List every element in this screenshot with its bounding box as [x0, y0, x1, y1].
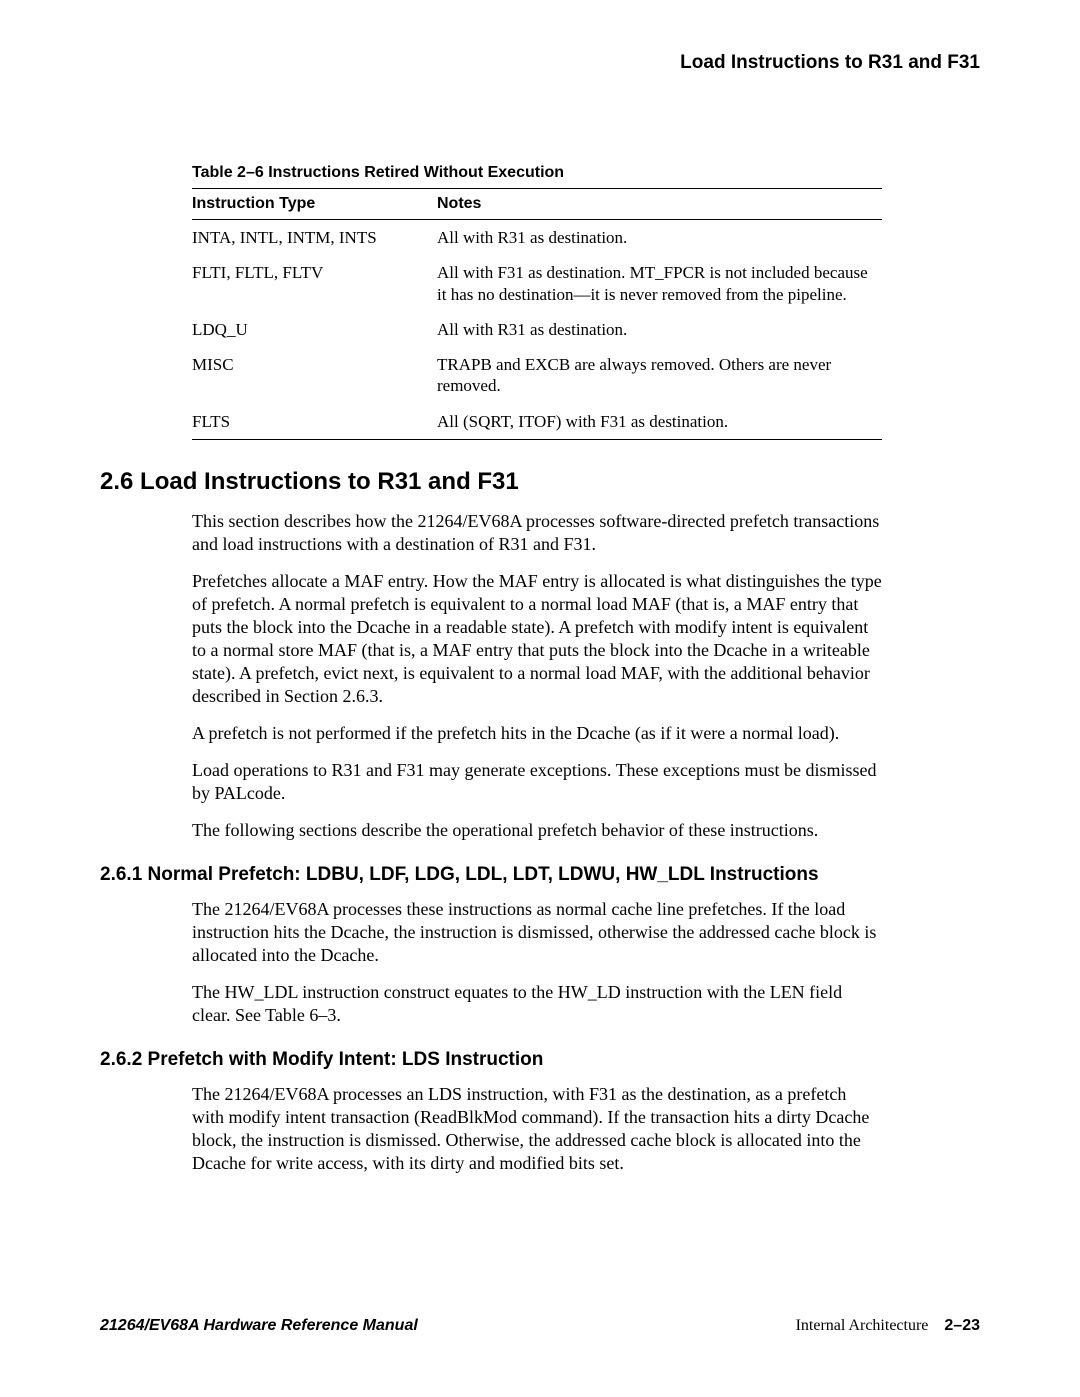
- table-row: INTA, INTL, INTM, INTS All with R31 as d…: [192, 220, 882, 256]
- table-row: FLTS All (SQRT, ITOF) with F31 as destin…: [192, 404, 882, 440]
- table-cell: All (SQRT, ITOF) with F31 as destination…: [437, 404, 882, 440]
- table-caption: Table 2–6 Instructions Retired Without E…: [192, 164, 980, 182]
- body-paragraph: The 21264/EV68A processes these instruct…: [192, 898, 882, 967]
- body-paragraph: The HW_LDL instruction construct equates…: [192, 981, 882, 1027]
- table-cell: All with R31 as destination.: [437, 220, 882, 256]
- body-paragraph: A prefetch is not performed if the prefe…: [192, 722, 882, 745]
- footer-section-name: Internal Architecture: [796, 1317, 929, 1334]
- table-header: Instruction Type: [192, 189, 437, 220]
- table-cell: TRAPB and EXCB are always removed. Other…: [437, 347, 882, 404]
- body-paragraph: Prefetches allocate a MAF entry. How the…: [192, 570, 882, 708]
- table-cell: FLTS: [192, 404, 437, 440]
- table-cell: INTA, INTL, INTM, INTS: [192, 220, 437, 256]
- table-cell: All with F31 as destination. MT_FPCR is …: [437, 255, 882, 312]
- table-row: LDQ_U All with R31 as destination.: [192, 312, 882, 347]
- page-content: Table 2–6 Instructions Retired Without E…: [100, 164, 980, 1175]
- table-header-row: Instruction Type Notes: [192, 189, 882, 220]
- table-header: Notes: [437, 189, 882, 220]
- subsection-heading: 2.6.1 Normal Prefetch: LDBU, LDF, LDG, L…: [100, 864, 980, 886]
- table-cell: MISC: [192, 347, 437, 404]
- table-cell: All with R31 as destination.: [437, 312, 882, 347]
- table-cell: FLTI, FLTL, FLTV: [192, 255, 437, 312]
- footer-manual-title: 21264/EV68A Hardware Reference Manual: [100, 1317, 418, 1334]
- table-row: MISC TRAPB and EXCB are always removed. …: [192, 347, 882, 404]
- table-row: FLTI, FLTL, FLTV All with F31 as destina…: [192, 255, 882, 312]
- footer-page-number: 2–23: [944, 1317, 980, 1334]
- subsection-heading: 2.6.2 Prefetch with Modify Intent: LDS I…: [100, 1049, 980, 1071]
- body-paragraph: The 21264/EV68A processes an LDS instruc…: [192, 1083, 882, 1175]
- footer-section-page: Internal Architecture 2–23: [796, 1317, 980, 1335]
- instruction-table: Instruction Type Notes INTA, INTL, INTM,…: [192, 188, 882, 440]
- section-heading: 2.6 Load Instructions to R31 and F31: [100, 468, 980, 496]
- page-footer: 21264/EV68A Hardware Reference Manual In…: [100, 1317, 980, 1335]
- running-header: Load Instructions to R31 and F31: [680, 52, 980, 74]
- body-paragraph: Load operations to R31 and F31 may gener…: [192, 759, 882, 805]
- body-paragraph: This section describes how the 21264/EV6…: [192, 510, 882, 556]
- table-cell: LDQ_U: [192, 312, 437, 347]
- body-paragraph: The following sections describe the oper…: [192, 819, 882, 842]
